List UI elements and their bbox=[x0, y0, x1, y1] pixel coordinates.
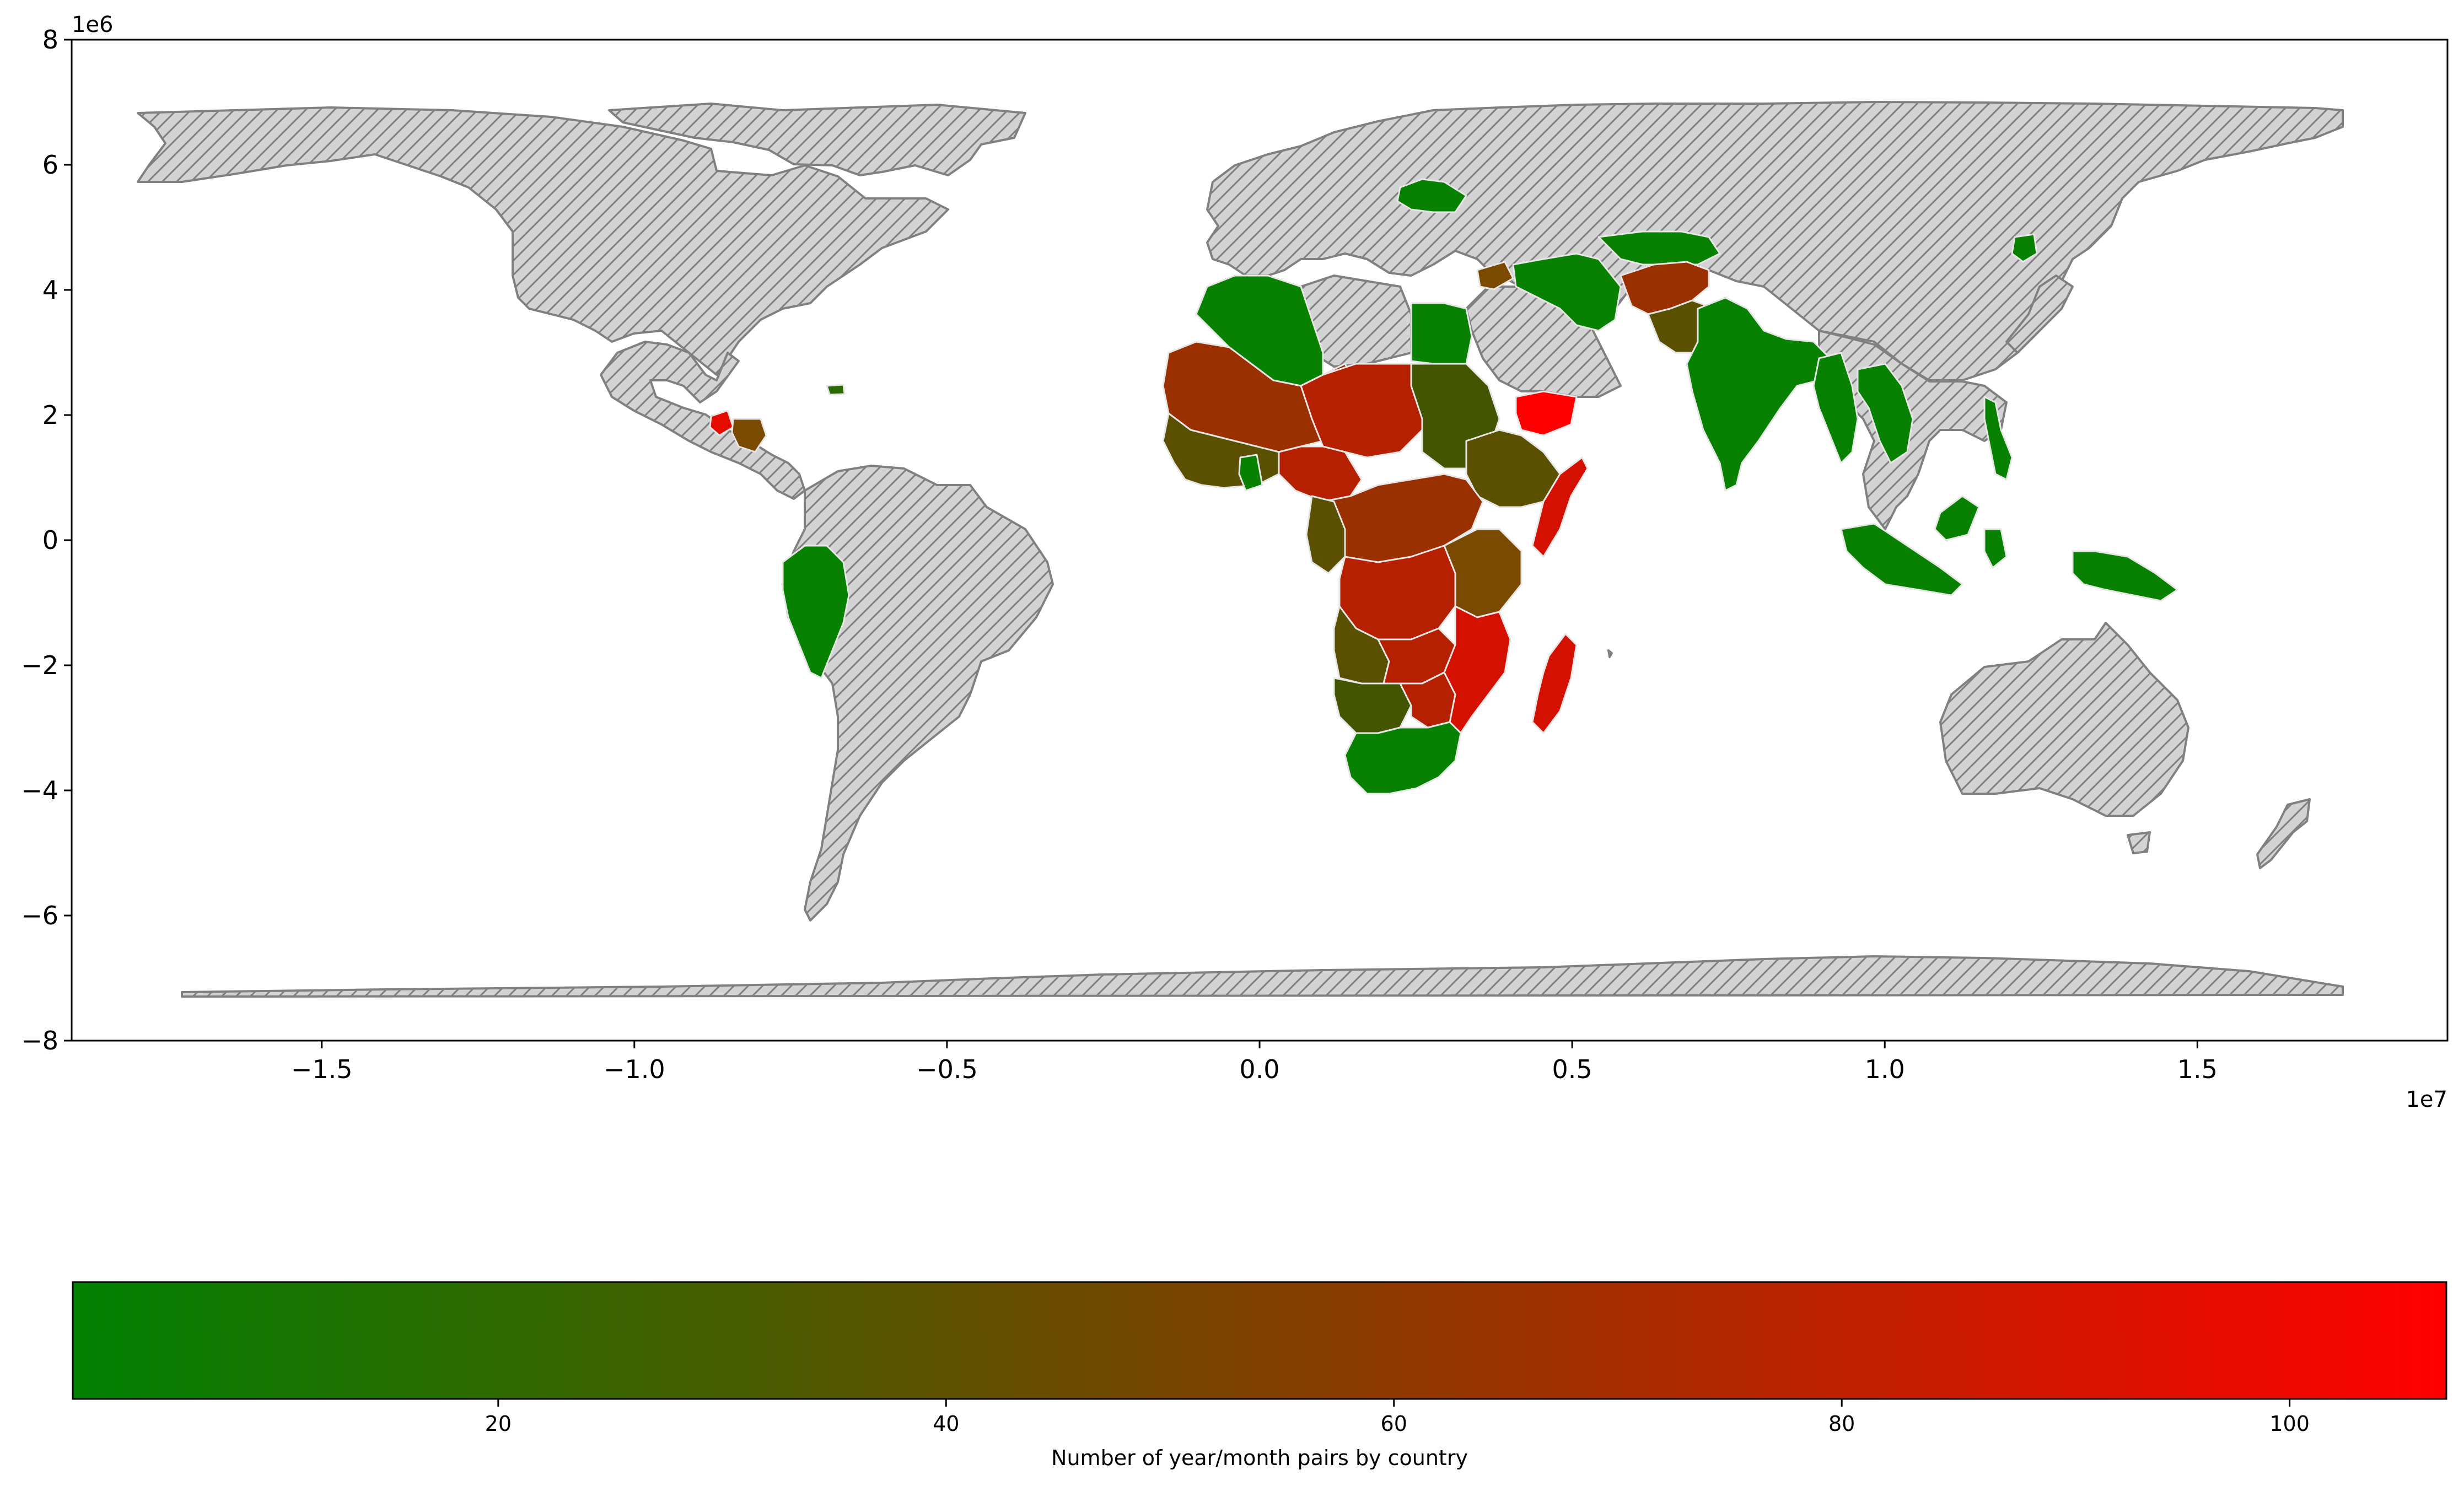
colorbar-tick-label: 100 bbox=[2269, 1412, 2310, 1436]
honduras-nicaragua-region bbox=[731, 418, 767, 453]
madagascar-region bbox=[1531, 633, 1578, 734]
antarctica-landmass bbox=[181, 955, 2344, 998]
madagascar-area-island bbox=[1607, 649, 1613, 658]
somalia-region bbox=[1531, 456, 1589, 558]
myanmar-region bbox=[1812, 352, 1859, 464]
y-tick-label: −6 bbox=[21, 901, 58, 930]
x-tick-label: 1.5 bbox=[2177, 1054, 2218, 1084]
philippines-region bbox=[1983, 396, 2013, 481]
y-axis-offset-label: 1e6 bbox=[72, 12, 114, 37]
australia-landmass bbox=[1939, 622, 2189, 817]
y-tick-label: −8 bbox=[21, 1026, 58, 1056]
colorbar: 20 40 60 80 100 Number of year/month pairs b… bbox=[72, 1281, 2447, 1470]
x-axis-ticks: −1.5 −1.0 −0.5 0.0 0.5 1.0 1.5 bbox=[291, 1041, 2218, 1084]
x-axis-offset-label: 1e7 bbox=[2406, 1087, 2447, 1112]
no-data-countries bbox=[137, 101, 2344, 998]
colorbar-label: Number of year/month pairs by country bbox=[1051, 1446, 1468, 1470]
ghana-region bbox=[1238, 454, 1263, 492]
x-tick-label: 0.0 bbox=[1239, 1054, 1279, 1084]
greenland-landmass bbox=[608, 103, 1026, 176]
colorbar-body bbox=[72, 1281, 2447, 1400]
south-africa-region bbox=[1344, 721, 1462, 795]
y-tick-label: −2 bbox=[21, 650, 58, 680]
map-layer bbox=[137, 101, 2344, 998]
y-tick-label: 0 bbox=[42, 525, 58, 555]
central-america-landmass bbox=[600, 341, 806, 500]
x-tick-label: 1.0 bbox=[1865, 1054, 1905, 1084]
colorbar-tick-label: 20 bbox=[485, 1412, 512, 1436]
colorbar-tick-label: 80 bbox=[1828, 1412, 1855, 1436]
y-tick-label: 6 bbox=[42, 150, 58, 180]
papua-new-guinea-region bbox=[2072, 550, 2178, 602]
peru-region bbox=[782, 545, 850, 679]
ukraine-region bbox=[1396, 178, 1467, 213]
data-countries bbox=[709, 178, 2178, 795]
nigeria-region bbox=[1278, 445, 1363, 503]
x-tick-label: 0.5 bbox=[1552, 1054, 1593, 1084]
map-axes: −1.5 −1.0 −0.5 0.0 0.5 1.0 1.5 8 6 4 2 0 −2 −4 −6 −8 1… bbox=[21, 12, 2449, 1112]
x-tick-label: −1.0 bbox=[604, 1054, 665, 1084]
y-tick-label: 2 bbox=[42, 400, 58, 430]
colorbar-tick-label: 60 bbox=[1381, 1412, 1407, 1436]
new-zealand-landmass bbox=[2256, 798, 2311, 869]
y-tick-label: 4 bbox=[42, 275, 58, 305]
syria-region bbox=[1476, 261, 1514, 290]
north-america-landmass bbox=[137, 106, 949, 376]
east-africa-region bbox=[1443, 528, 1522, 618]
y-axis-ticks: 8 6 4 2 0 −2 −4 −6 −8 bbox=[21, 25, 72, 1056]
afghanistan-region bbox=[1620, 261, 1710, 315]
y-tick-label: 8 bbox=[42, 25, 58, 55]
namibia-botswana-region bbox=[1333, 677, 1412, 734]
mozambique-malawi-region bbox=[1443, 605, 1511, 734]
congo-gabon-region bbox=[1305, 495, 1346, 574]
colorbar-ticks: 20 40 60 80 100 bbox=[485, 1399, 2310, 1436]
colorbar-tick-label: 40 bbox=[933, 1412, 959, 1436]
egypt-region bbox=[1410, 302, 1473, 365]
north-korea-region bbox=[2011, 233, 2038, 263]
haiti-region bbox=[826, 384, 846, 396]
ethiopia-region bbox=[1465, 429, 1561, 508]
central-asia-region bbox=[1597, 230, 1721, 266]
south-america-landmass bbox=[782, 465, 1054, 922]
mainland-southeast-asia-region bbox=[1857, 363, 1914, 464]
indonesia-region bbox=[1840, 495, 2008, 596]
iraq-iran-region bbox=[1512, 252, 1622, 332]
tasmania-landmass bbox=[2127, 831, 2151, 854]
dr-congo-region bbox=[1338, 545, 1456, 640]
yemen-region bbox=[1515, 390, 1578, 437]
niger-chad-region bbox=[1300, 363, 1423, 459]
x-tick-label: −0.5 bbox=[916, 1054, 978, 1084]
japan-landmass bbox=[2005, 274, 2074, 354]
y-tick-label: −4 bbox=[21, 776, 58, 805]
guatemala-region bbox=[709, 410, 734, 437]
india-region bbox=[1686, 297, 1831, 492]
europe-russia-asia-landmass bbox=[1206, 101, 2344, 381]
x-tick-label: −1.5 bbox=[291, 1054, 353, 1084]
